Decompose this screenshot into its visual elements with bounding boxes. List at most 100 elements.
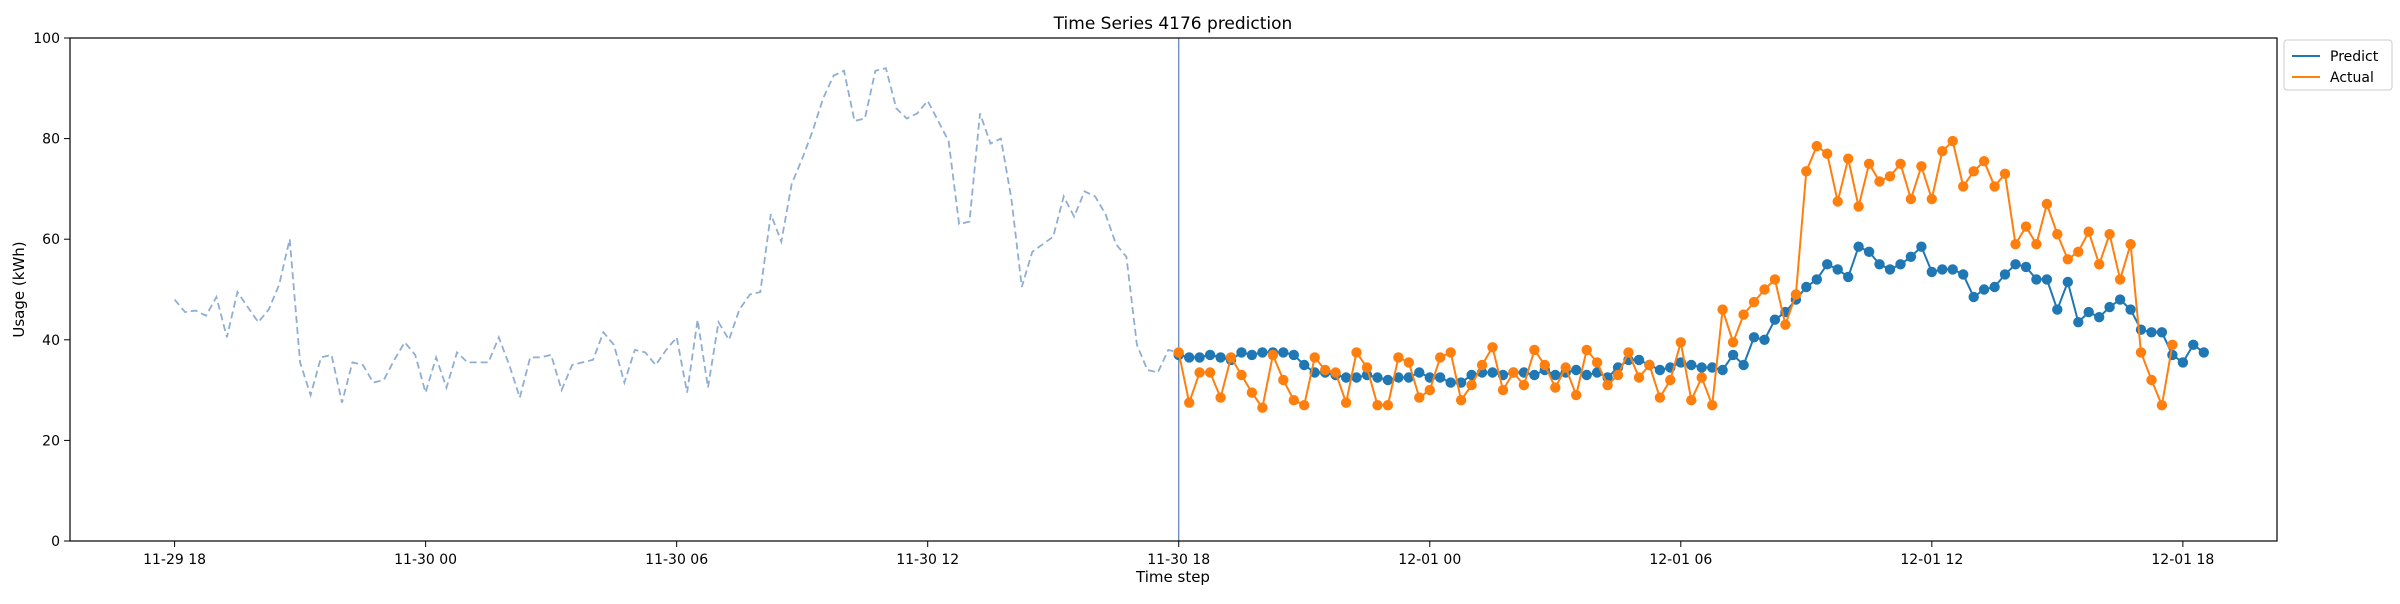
predict-point xyxy=(1884,264,1896,275)
predict-point xyxy=(1727,349,1739,361)
predict-point xyxy=(1717,364,1728,376)
actual-point xyxy=(1958,181,1969,192)
actual-point xyxy=(1895,158,1906,169)
predict-point xyxy=(2073,317,2084,328)
predict-point xyxy=(2052,304,2063,315)
predict-point xyxy=(1340,372,1352,383)
y-tick-label: 40 xyxy=(42,333,60,349)
x-tick-label: 12-01 18 xyxy=(2151,552,2214,568)
predict-point xyxy=(1372,372,1383,383)
actual-point xyxy=(1748,296,1760,308)
actual-point xyxy=(1340,397,1352,408)
predict-point xyxy=(1999,269,2011,280)
predict-point xyxy=(1194,352,1205,363)
predict-point xyxy=(1759,334,1770,345)
x-tick-label: 12-01 06 xyxy=(1649,552,1712,568)
y-axis-label: Usage (kWh) xyxy=(10,241,28,337)
predict-point xyxy=(1204,349,1216,361)
predict-point xyxy=(1445,377,1456,388)
actual-point xyxy=(1780,319,1791,330)
actual-point xyxy=(2156,400,2168,411)
actual-point xyxy=(1696,372,1707,383)
actual-point xyxy=(1937,146,1948,157)
actual-point xyxy=(1654,392,1666,403)
actual-point xyxy=(1905,193,1917,205)
actual-point xyxy=(1801,166,1812,177)
actual-point xyxy=(1874,176,1885,187)
actual-point xyxy=(1968,166,1979,177)
actual-point xyxy=(1424,384,1436,396)
actual-series-line xyxy=(1177,139,2174,411)
actual-point xyxy=(1278,374,1289,386)
actual-point xyxy=(1403,357,1415,368)
actual-point xyxy=(1466,379,1477,391)
actual-point xyxy=(2146,374,2157,386)
actual-point xyxy=(1811,140,1823,152)
actual-point xyxy=(1320,364,1331,376)
actual-point xyxy=(1916,161,1927,172)
predict-point xyxy=(1257,347,1268,358)
actual-point xyxy=(2094,259,2105,270)
y-tick-label: 0 xyxy=(51,534,60,550)
x-tick-label: 12-01 00 xyxy=(1398,552,1461,568)
x-tick-label: 11-30 06 xyxy=(645,552,708,568)
actual-point xyxy=(2052,229,2063,240)
actual-point xyxy=(1267,349,1279,361)
y-tick-label: 20 xyxy=(42,433,60,449)
predict-point xyxy=(1738,359,1749,371)
actual-point xyxy=(2167,339,2178,350)
predict-point xyxy=(1968,291,1979,303)
actual-point xyxy=(2010,239,2021,250)
x-tick-label: 11-30 18 xyxy=(1147,552,1210,568)
actual-point xyxy=(1978,156,1990,167)
predict-point xyxy=(1299,359,1310,371)
actual-point xyxy=(1257,402,1268,413)
x-axis-label: Time step xyxy=(1135,568,1210,586)
y-tick-label: 100 xyxy=(33,31,60,47)
actual-point xyxy=(1926,193,1938,205)
actual-point xyxy=(1644,359,1655,371)
actual-point xyxy=(1602,379,1613,391)
predict-point xyxy=(1769,314,1781,325)
predict-point xyxy=(1414,367,1425,378)
plot-area xyxy=(173,38,2209,541)
actual-point xyxy=(2031,239,2042,250)
actual-point xyxy=(1738,309,1749,320)
actual-point xyxy=(1246,387,1258,398)
predict-point xyxy=(1581,369,1592,381)
predict-point xyxy=(2083,306,2094,318)
predict-point xyxy=(1863,246,1875,257)
x-tick-label: 12-01 12 xyxy=(1900,552,1963,568)
actual-point xyxy=(1832,196,1843,207)
predict-point xyxy=(1550,369,1561,381)
actual-point xyxy=(1571,389,1582,401)
y-axis-ticks: 0 20 40 60 80 100 xyxy=(33,31,70,550)
actual-point xyxy=(1455,395,1467,406)
actual-point xyxy=(1999,168,2011,179)
actual-point xyxy=(1476,359,1488,371)
y-tick-label: 60 xyxy=(42,232,60,248)
predict-point xyxy=(2135,324,2147,335)
actual-point xyxy=(1445,347,1456,358)
actual-point xyxy=(1884,171,1896,182)
actual-point xyxy=(1215,392,1226,403)
x-tick-label: 11-30 12 xyxy=(896,552,959,568)
predict-point xyxy=(1393,372,1404,383)
predict-point xyxy=(2125,304,2136,315)
predict-point xyxy=(2094,312,2105,323)
actual-point xyxy=(1497,384,1509,396)
actual-point xyxy=(1727,337,1739,348)
predict-point xyxy=(1351,372,1362,383)
actual-point xyxy=(1382,400,1394,411)
actual-point xyxy=(1790,289,1802,300)
predict-point xyxy=(1236,347,1247,358)
actual-point xyxy=(1288,395,1300,406)
predict-point xyxy=(2114,294,2126,305)
actual-point xyxy=(1351,347,1362,358)
predict-point xyxy=(2041,274,2053,285)
actual-point xyxy=(1853,201,1864,212)
actual-point xyxy=(1623,347,1634,358)
